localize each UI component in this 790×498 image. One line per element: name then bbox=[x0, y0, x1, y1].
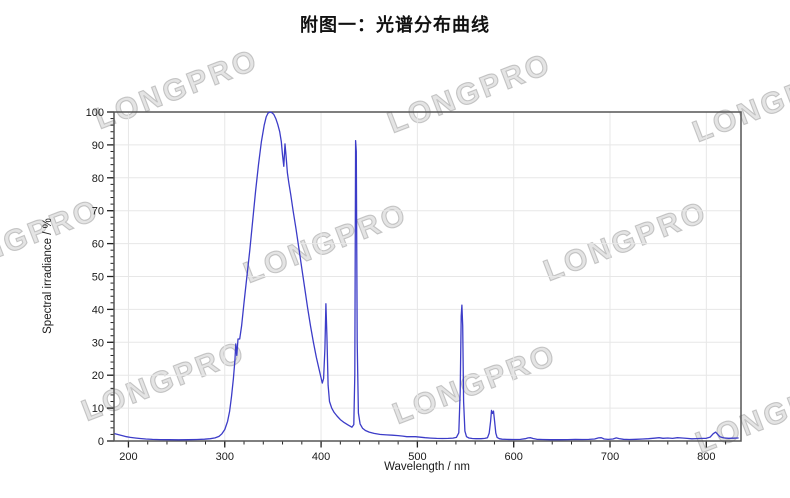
y-tick-label: 10 bbox=[92, 403, 104, 415]
axis-ticks bbox=[107, 111, 727, 448]
x-tick-label: 800 bbox=[697, 451, 715, 463]
y-tick-label: 50 bbox=[92, 272, 104, 284]
x-tick-label: 200 bbox=[119, 451, 137, 463]
x-tick-label: 300 bbox=[216, 451, 234, 463]
y-tick-label: 20 bbox=[92, 370, 104, 382]
y-axis-label: Spectral irradiance / % bbox=[42, 218, 54, 334]
y-tick-label: 30 bbox=[92, 337, 104, 349]
plot-frame bbox=[113, 111, 742, 442]
x-tick-label: 700 bbox=[601, 451, 619, 463]
y-tick-label: 80 bbox=[92, 173, 104, 185]
y-tick-label: 40 bbox=[92, 304, 104, 316]
y-tick-label: 100 bbox=[86, 107, 104, 119]
y-tick-label: 90 bbox=[92, 140, 104, 152]
figure-title: 附图一：光谱分布曲线 bbox=[300, 15, 490, 35]
axis-tick-labels: 200 300 400 500 600 700 800 0 10 20 30 40 50 60 70 80 90… bbox=[86, 107, 716, 463]
y-tick-label: 0 bbox=[98, 436, 104, 448]
x-tick-label: 500 bbox=[408, 451, 426, 463]
x-tick-label: 400 bbox=[312, 451, 330, 463]
y-tick-label: 70 bbox=[92, 206, 104, 218]
spectrum-curve bbox=[114, 111, 739, 441]
x-tick-label: 600 bbox=[505, 451, 523, 463]
gridlines bbox=[114, 112, 741, 441]
y-tick-label: 60 bbox=[92, 239, 104, 251]
x-axis-label: Wavelength / nm bbox=[384, 461, 470, 473]
